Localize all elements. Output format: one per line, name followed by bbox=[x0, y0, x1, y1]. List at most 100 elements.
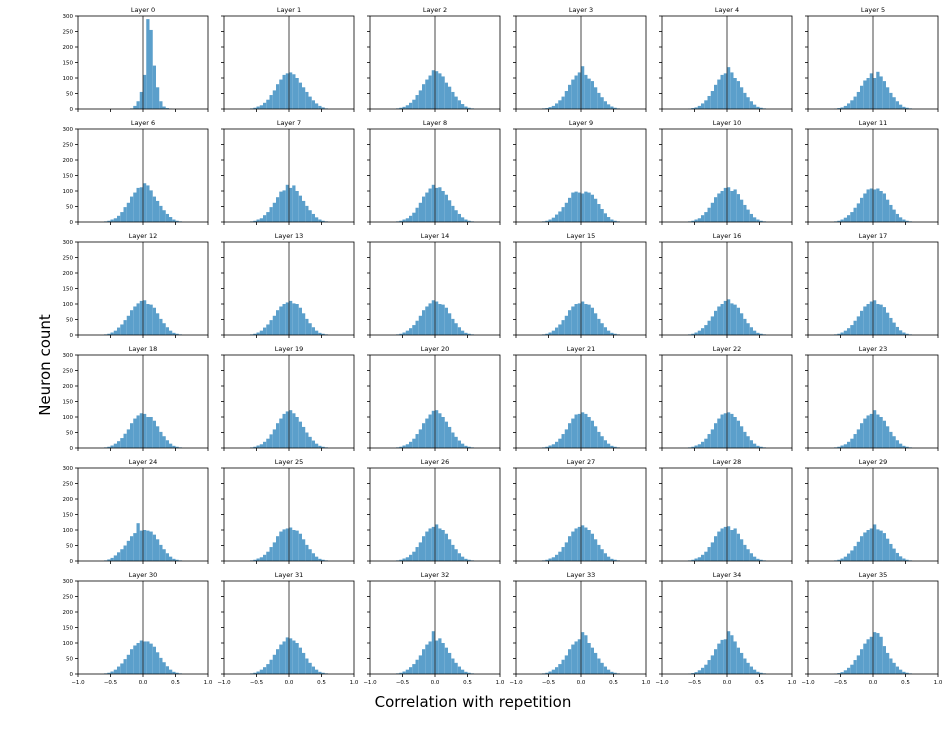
histogram-bar bbox=[691, 673, 695, 674]
panel-17: Layer 17 bbox=[805, 232, 939, 338]
histogram-bar bbox=[441, 417, 445, 448]
y-tick-label: 250 bbox=[63, 595, 74, 601]
histogram-bar bbox=[133, 418, 137, 448]
histogram-bar bbox=[710, 429, 714, 448]
histogram-bar bbox=[548, 107, 552, 109]
histogram-bar bbox=[405, 218, 409, 222]
histogram-bar bbox=[259, 669, 263, 674]
histogram-bar bbox=[253, 672, 257, 674]
histogram-bar bbox=[276, 536, 280, 561]
histogram-bar bbox=[435, 187, 439, 222]
histogram-bar bbox=[613, 107, 617, 109]
histogram-bar bbox=[863, 418, 867, 448]
histogram-bar bbox=[175, 672, 179, 674]
histogram-bar bbox=[285, 73, 289, 109]
histogram-bar bbox=[600, 662, 604, 674]
histogram-bar bbox=[461, 217, 465, 222]
histogram-bar bbox=[600, 436, 604, 448]
histogram-bar bbox=[892, 209, 896, 222]
histogram-bar bbox=[704, 212, 708, 222]
histogram-bar bbox=[412, 551, 416, 561]
histogram-bar bbox=[431, 526, 435, 561]
histogram-bar bbox=[905, 220, 909, 222]
histogram-bar bbox=[175, 333, 179, 335]
y-tick-label: 150 bbox=[63, 61, 74, 67]
x-tick-label: 0.5 bbox=[171, 680, 180, 686]
histogram-bar bbox=[412, 212, 416, 222]
histogram-bar bbox=[107, 672, 111, 674]
histogram-bar bbox=[120, 663, 124, 674]
histogram-bar bbox=[298, 533, 302, 561]
histogram-bar bbox=[113, 330, 117, 335]
panel-title: Layer 3 bbox=[569, 6, 593, 14]
histogram-bar bbox=[405, 669, 409, 674]
histogram-bar bbox=[613, 559, 617, 561]
histogram-bar bbox=[139, 640, 143, 674]
histogram-bar bbox=[720, 414, 724, 448]
histogram-bar bbox=[175, 446, 179, 448]
histogram-bar bbox=[448, 539, 452, 561]
histogram-bar bbox=[162, 210, 166, 222]
histogram-bar bbox=[422, 196, 426, 222]
histogram-bar bbox=[467, 559, 471, 561]
histogram-bar bbox=[169, 443, 173, 448]
panel-4: Layer 4 bbox=[659, 6, 793, 112]
panel-title: Layer 13 bbox=[275, 232, 303, 240]
histogram-bar bbox=[694, 445, 698, 448]
histogram-bar bbox=[117, 327, 121, 335]
histogram-bar bbox=[422, 423, 426, 448]
histogram-bar bbox=[581, 301, 585, 335]
histogram-bar bbox=[130, 310, 134, 335]
histogram-bar bbox=[837, 559, 841, 561]
histogram-bar bbox=[441, 304, 445, 335]
y-tick-label: 300 bbox=[63, 579, 74, 585]
histogram-bar bbox=[425, 79, 429, 109]
histogram-bar bbox=[402, 671, 406, 674]
histogram-bar bbox=[123, 545, 127, 561]
histogram-bar bbox=[882, 81, 886, 109]
histogram-bar bbox=[448, 426, 452, 448]
histogram-bar bbox=[321, 446, 325, 448]
histogram-bar bbox=[120, 212, 124, 222]
histogram-bar bbox=[422, 649, 426, 674]
histogram-bar bbox=[587, 192, 591, 222]
histogram-bar bbox=[256, 671, 260, 674]
histogram-bar bbox=[584, 635, 588, 674]
histogram-bar bbox=[318, 671, 322, 674]
histogram-bar bbox=[723, 73, 727, 109]
histogram-bar bbox=[438, 187, 442, 222]
histogram-bar bbox=[253, 333, 257, 335]
histogram-bar bbox=[117, 441, 121, 448]
histogram-bar bbox=[756, 219, 760, 222]
histogram-bar bbox=[405, 444, 409, 448]
histogram-bar bbox=[279, 79, 283, 109]
figure-xlabel: Correlation with repetition bbox=[374, 693, 572, 711]
figure-ylabel: Neuron count bbox=[36, 314, 54, 416]
histogram-bar bbox=[256, 106, 260, 109]
histogram-bar bbox=[594, 198, 598, 222]
histogram-bar bbox=[133, 533, 137, 561]
histogram-bar bbox=[733, 189, 737, 222]
histogram-bar bbox=[603, 666, 607, 674]
histogram-bar bbox=[444, 647, 448, 674]
histogram-bar bbox=[587, 78, 591, 109]
histogram-bar bbox=[704, 551, 708, 561]
panel-14: Layer 14 bbox=[367, 232, 501, 338]
histogram-bar bbox=[269, 95, 273, 109]
histogram-bar bbox=[282, 304, 286, 335]
histogram-bar bbox=[321, 672, 325, 674]
histogram-bar bbox=[759, 220, 763, 222]
histogram-bar bbox=[597, 658, 601, 674]
histogram-bar bbox=[282, 529, 286, 561]
histogram-bar bbox=[263, 215, 267, 222]
histogram-bar bbox=[152, 65, 156, 109]
histogram-bar bbox=[733, 528, 737, 561]
histogram-bar bbox=[152, 534, 156, 561]
histogram-bar bbox=[415, 95, 419, 109]
histogram-bar bbox=[311, 666, 315, 674]
panel-6: 0 50 100 150 200 250 300 Layer 6 bbox=[63, 119, 209, 226]
histogram-bar bbox=[545, 108, 549, 109]
histogram-bar bbox=[594, 539, 598, 561]
histogram-bar bbox=[139, 300, 143, 335]
histogram-bar bbox=[107, 446, 111, 448]
